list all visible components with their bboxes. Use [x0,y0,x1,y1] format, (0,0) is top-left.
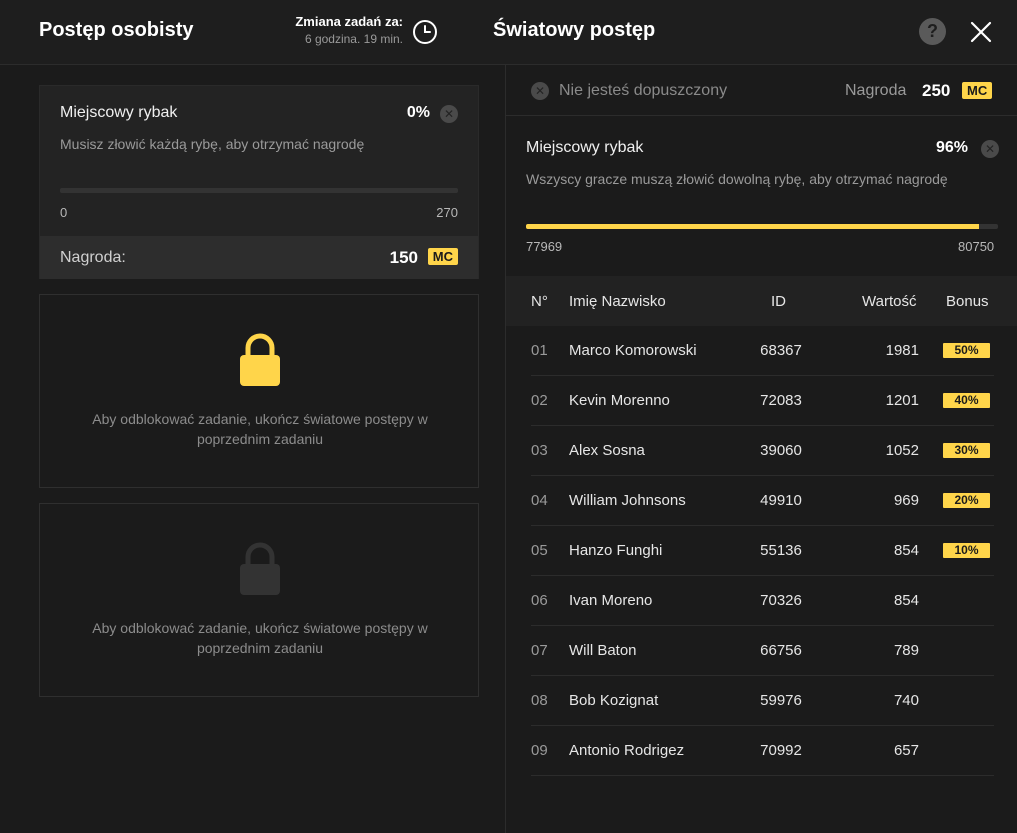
locked-task-text: Aby odblokować zadanie, ukończ światowe … [92,620,428,656]
row-id: 70326 [760,592,802,609]
locked-task-card: Aby odblokować zadanie, ukończ światowe … [39,503,479,697]
row-value: 789 [893,642,919,659]
row-value: 854 [893,592,919,609]
row-name: Kevin Morenno [569,392,670,409]
world-reward-value: 250 [922,81,951,100]
world-task-title: Miejscowy rybak [526,139,644,156]
progress-max: 270 [436,205,458,220]
reward-value: 150 [389,248,418,267]
locked-task-card: Aby odblokować zadanie, ukończ światowe … [39,294,479,488]
reward-row: Nagroda: 150 MC [40,236,478,279]
bonus-badge: 50% [943,343,990,358]
header-bonus: Bonus [946,293,989,310]
task-progress-bar [60,188,458,193]
row-value: 740 [893,692,919,709]
header-num: N° [531,293,548,310]
table-row: 02 Kevin Morenno 72083 1201 40% [531,376,994,426]
table-row: 07 Will Baton 66756 789 [531,626,994,676]
row-number: 02 [531,392,548,409]
locked-task-text: Aby odblokować zadanie, ukończ światowe … [92,411,428,447]
row-id: 70992 [760,742,802,759]
timer-value: 6 godzina. 19 min. [304,32,403,46]
world-progress-fill [526,224,980,229]
not-eligible-icon: ✕ [531,82,549,100]
lock-icon [240,542,280,595]
header-id: ID [771,293,786,310]
task-percent: 0% [406,104,430,121]
row-value: 1052 [885,442,919,459]
header-value: Wartość [862,293,917,310]
row-id: 49910 [760,492,802,509]
table-row: 06 Ivan Moreno 70326 854 [531,576,994,626]
bonus-badge: 40% [943,393,990,408]
row-number: 07 [531,642,548,659]
row-number: 05 [531,542,548,559]
row-value: 1201 [885,392,919,409]
close-icon[interactable] [969,20,993,44]
row-id: 39060 [760,442,802,459]
row-number: 03 [531,442,548,459]
world-task-percent: 96% [936,139,969,156]
row-value: 854 [893,542,919,559]
table-row: 09 Antonio Rodrigez 70992 657 [531,726,994,776]
leaderboard-header: N° Imię Nazwisko ID Wartość Bonus [506,276,1017,326]
row-id: 68367 [760,342,802,359]
leaderboard-rows: 01 Marco Komorowski 68367 1981 50% 02 Ke… [531,326,994,776]
status-x-icon: ✕ [981,140,999,158]
row-id: 66756 [760,642,802,659]
help-button[interactable]: ? [919,18,946,45]
row-id: 55136 [760,542,802,559]
task-change-timer: Zmiana zadań za: 6 godzina. 19 min. [285,14,403,46]
world-progress-max: 80750 [958,239,995,254]
bonus-badge: 30% [943,443,990,458]
reward-label: Nagroda: [60,249,126,266]
bonus-badge: 10% [943,543,990,558]
clock-icon [413,20,437,44]
eligibility-row: ✕ Nie jesteś dopuszczony Nagroda 250 MC [506,66,1017,116]
row-number: 06 [531,592,548,609]
world-reward-label: Nagroda [845,82,907,99]
currency-badge: MC [427,248,458,265]
row-number: 08 [531,692,548,709]
row-name: Marco Komorowski [569,342,697,359]
row-name: Alex Sosna [569,442,645,459]
table-row: 08 Bob Kozignat 59976 740 [531,676,994,726]
status-x-icon: ✕ [440,105,458,123]
row-value: 1981 [885,342,919,359]
eligibility-text: Nie jesteś dopuszczony [559,82,728,99]
row-name: Antonio Rodrigez [569,742,685,759]
panel-divider [505,65,506,833]
row-id: 59976 [760,692,802,709]
task-title: Miejscowy rybak [60,104,178,121]
personal-progress-title: Postęp osobisty [39,19,194,41]
row-id: 72083 [760,392,802,409]
row-number: 01 [531,342,548,359]
personal-task-card: Miejscowy rybak 0% ✕ Musisz złowić każdą… [39,85,479,279]
row-value: 969 [893,492,919,509]
table-row: 03 Alex Sosna 39060 1052 30% [531,426,994,476]
row-name: Hanzo Funghi [569,542,663,559]
world-progress-bar [526,224,998,229]
world-progress-min: 77969 [526,239,563,254]
bonus-badge: 20% [943,493,990,508]
timer-label: Zmiana zadań za: [295,14,403,29]
world-task-description: Wszyscy gracze muszą złowić dowolną rybę… [526,171,948,187]
header-name: Imię Nazwisko [569,293,666,310]
table-row: 05 Hanzo Funghi 55136 854 10% [531,526,994,576]
row-name: Will Baton [569,642,637,659]
progress-min: 0 [60,205,68,220]
row-name: William Johnsons [569,492,686,509]
world-progress-title: Światowy postęp [493,19,656,41]
row-number: 04 [531,492,548,509]
table-row: 04 William Johnsons 49910 969 20% [531,476,994,526]
row-name: Bob Kozignat [569,692,659,709]
lock-icon [240,333,280,386]
row-value: 657 [893,742,919,759]
row-name: Ivan Moreno [569,592,653,609]
table-row: 01 Marco Komorowski 68367 1981 50% [531,326,994,376]
row-number: 09 [531,742,548,759]
task-description: Musisz złowić każdą rybę, aby otrzymać n… [60,136,365,152]
top-bar: Postęp osobisty Zmiana zadań za: 6 godzi… [0,0,1017,65]
currency-badge: MC [962,82,993,99]
